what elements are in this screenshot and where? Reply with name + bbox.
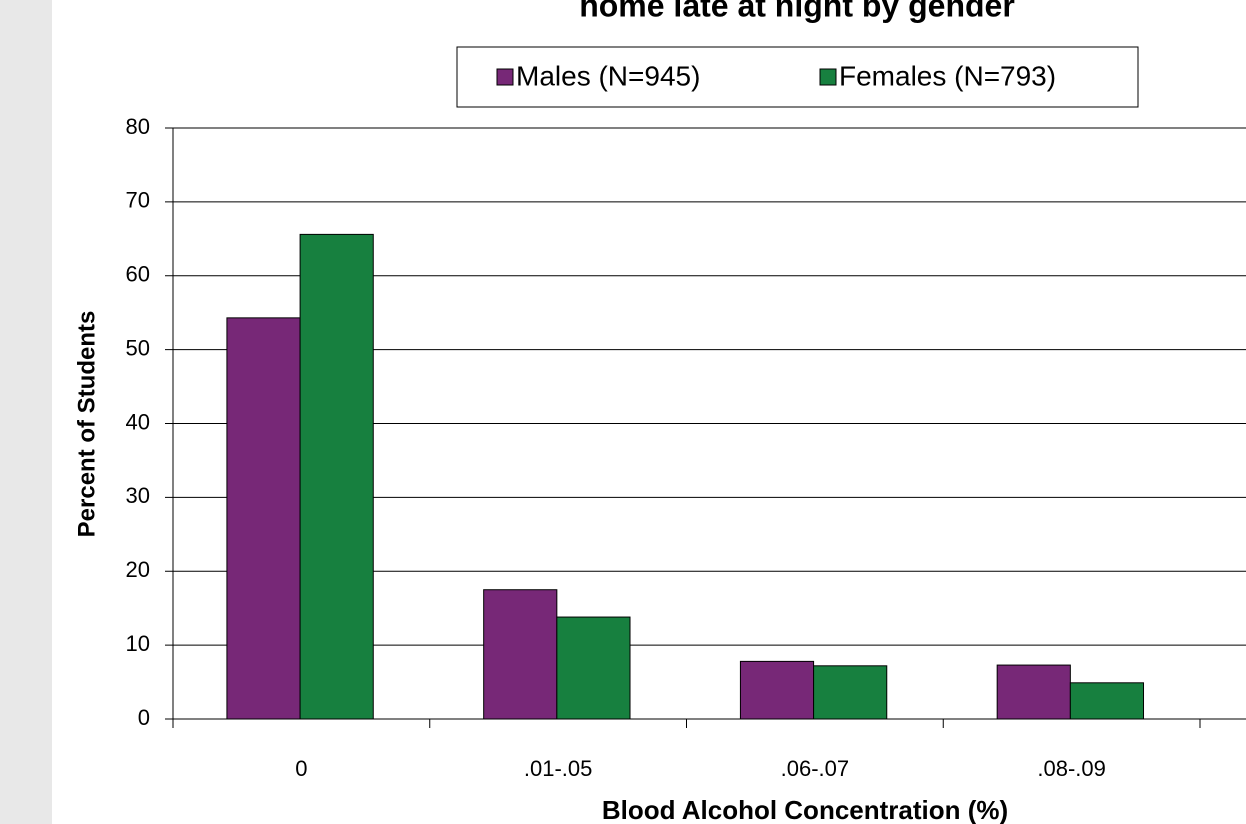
bar [483, 589, 558, 720]
legend [456, 46, 1139, 108]
bar [996, 664, 1071, 720]
legend-swatch [819, 68, 837, 86]
y-tick-label: 80 [126, 114, 150, 139]
y-tick-label: 60 [126, 262, 150, 287]
y-tick-label: 40 [126, 409, 150, 434]
y-tick-label: 20 [126, 557, 150, 582]
x-tick-label: .06-.07 [781, 756, 850, 781]
legend-swatch [496, 68, 514, 86]
y-tick-label: 70 [126, 188, 150, 213]
y-axis-label: Percent of Students [73, 311, 100, 538]
y-tick-label: 50 [126, 335, 150, 360]
x-tick-label: .08-.09 [1037, 756, 1106, 781]
x-axis-label: Blood Alcohol Concentration (%) [602, 795, 1008, 824]
bar [1069, 682, 1145, 720]
bar [556, 616, 631, 720]
x-tick-label: 0 [295, 756, 307, 781]
x-tick-label: .01-.05 [524, 756, 593, 781]
bar [813, 665, 888, 720]
y-tick-label: 10 [126, 631, 150, 656]
bar [299, 233, 374, 720]
side-strip [0, 0, 52, 824]
y-tick-label: 0 [138, 705, 150, 730]
legend-label: Females (N=793) [839, 60, 1056, 91]
y-tick-label: 30 [126, 483, 150, 508]
bar [739, 660, 815, 720]
legend-label: Males (N=945) [516, 60, 700, 91]
bar [226, 317, 301, 720]
chart-title: home late at night by gender [579, 0, 1015, 23]
